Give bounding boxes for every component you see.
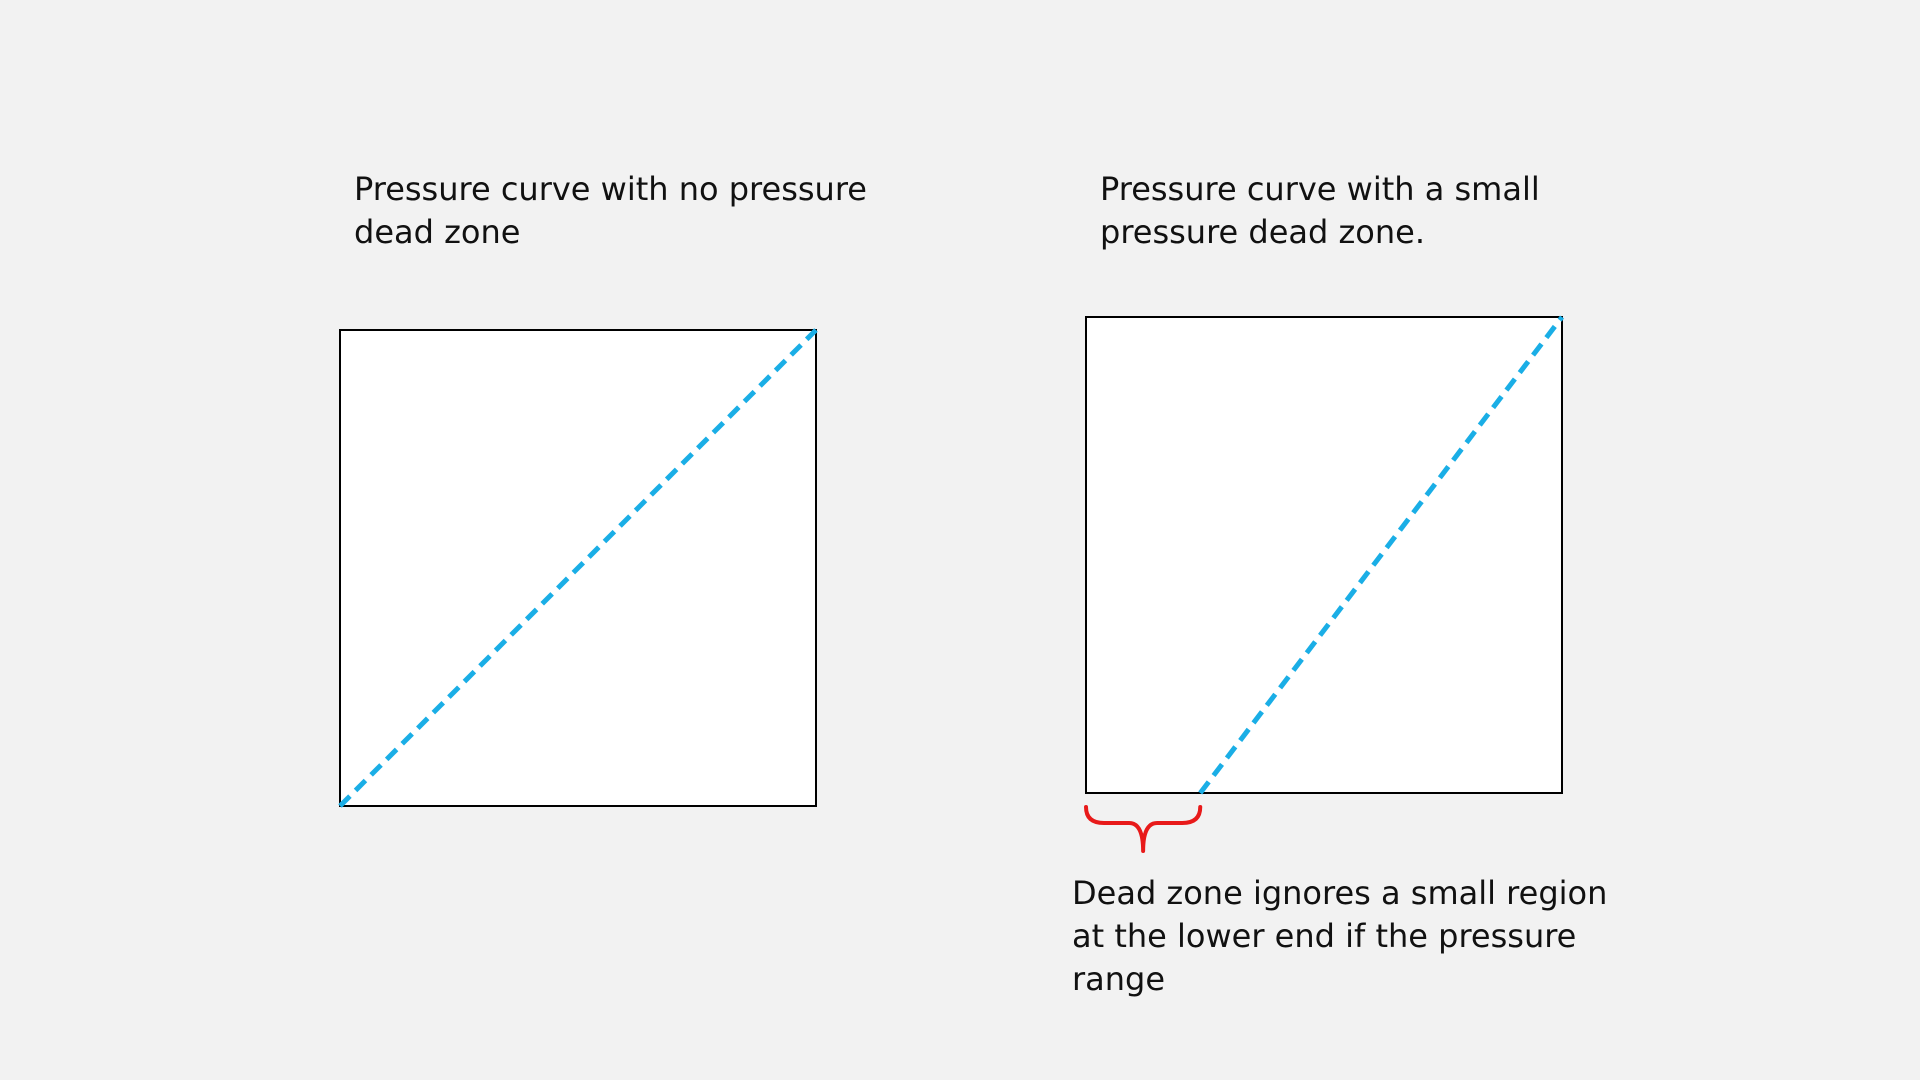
right-caption-line-1: Pressure curve with a small — [1100, 170, 1540, 208]
dead-zone-caption-line-2: at the lower end if the pressure — [1072, 917, 1577, 955]
left-caption-line-2: dead zone — [354, 213, 521, 251]
right-curve-box — [1085, 316, 1563, 794]
left-panel-caption: Pressure curve with no pressure dead zon… — [354, 168, 867, 254]
dead-zone-caption: Dead zone ignores a small region at the … — [1072, 872, 1607, 1001]
right-pressure-curve — [1198, 315, 1564, 795]
dead-zone-brace-icon — [1084, 805, 1203, 853]
dead-zone-caption-line-3: range — [1072, 960, 1166, 998]
left-caption-line-1: Pressure curve with no pressure — [354, 170, 867, 208]
right-panel-caption: Pressure curve with a small pressure dea… — [1100, 168, 1540, 254]
left-pressure-curve — [338, 328, 818, 808]
dead-zone-caption-line-1: Dead zone ignores a small region — [1072, 874, 1608, 912]
right-caption-line-2: pressure dead zone. — [1100, 213, 1425, 251]
